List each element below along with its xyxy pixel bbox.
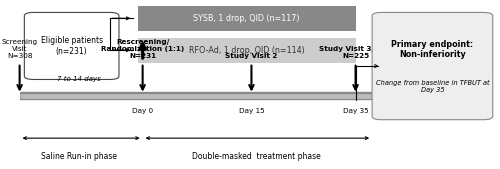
- Text: Study Visit 3/ EOS
N=225: Study Visit 3/ EOS N=225: [318, 46, 392, 59]
- Text: Change from baseline in TFBUT at
Day 35: Change from baseline in TFBUT at Day 35: [376, 80, 489, 93]
- Text: Day 35: Day 35: [342, 108, 368, 114]
- Text: 7 to 14 days: 7 to 14 days: [57, 76, 100, 82]
- Text: Double-masked  treatment phase: Double-masked treatment phase: [192, 152, 320, 161]
- Text: Rescreening/
Randomization (1:1)
N=231: Rescreening/ Randomization (1:1) N=231: [101, 39, 184, 59]
- FancyBboxPatch shape: [138, 6, 356, 31]
- FancyBboxPatch shape: [24, 13, 119, 79]
- Text: Screening
Visit
N=308: Screening Visit N=308: [2, 39, 38, 59]
- Text: RFO-Ad, 1 drop, QID (n=114): RFO-Ad, 1 drop, QID (n=114): [189, 46, 304, 55]
- FancyBboxPatch shape: [138, 38, 356, 63]
- Text: Saline Run-in phase: Saline Run-in phase: [41, 152, 117, 161]
- Text: Eligible patients
(n=231): Eligible patients (n=231): [40, 36, 102, 56]
- FancyBboxPatch shape: [372, 13, 493, 120]
- Text: Day 0: Day 0: [132, 108, 153, 114]
- Text: Primary endpoint:
Non-inferiority: Primary endpoint: Non-inferiority: [392, 40, 473, 59]
- Text: Day 15: Day 15: [238, 108, 264, 114]
- Text: SYSB, 1 drop, QID (n=117): SYSB, 1 drop, QID (n=117): [194, 14, 300, 23]
- Text: Study Visit 2: Study Visit 2: [226, 53, 278, 59]
